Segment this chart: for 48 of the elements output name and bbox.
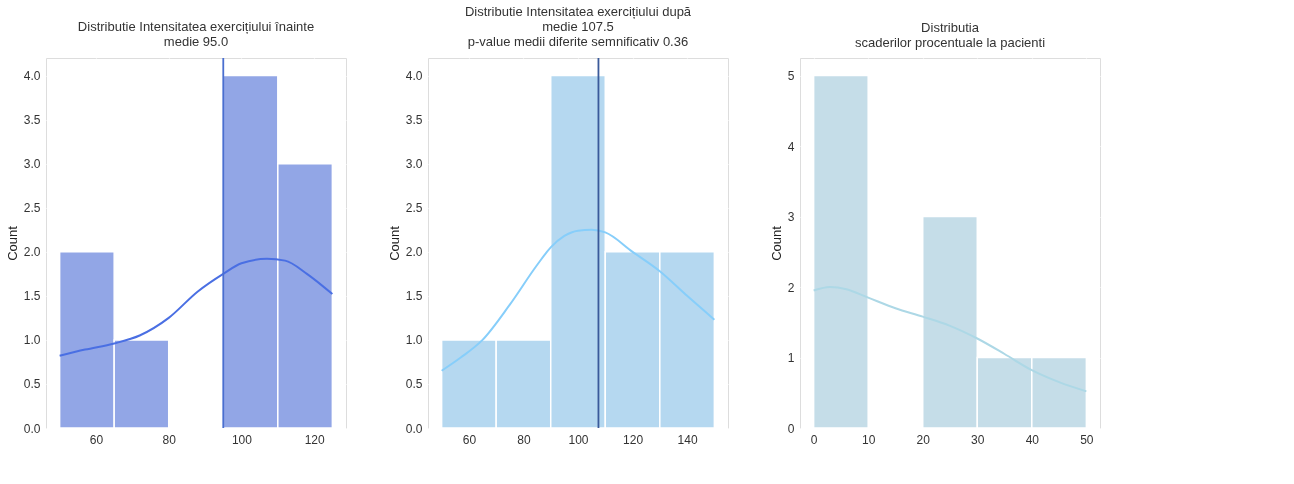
x-tick-label: 80 xyxy=(517,432,531,447)
y-axis-title: Count xyxy=(4,225,20,261)
line-series xyxy=(58,257,334,357)
y-tick-label: 4.0 xyxy=(23,69,41,84)
y-tick-label: 2.0 xyxy=(405,245,423,260)
chart-title: Distributie Intensitatea exercițiului după medie 107.5 p-value medii diferite semnificativ 0.36 xyxy=(464,4,692,50)
y-tick-label: 2.5 xyxy=(405,201,423,216)
y-tick-label: 2.0 xyxy=(23,245,41,260)
chart-title: Distributia scaderilor procentuale la pacienti xyxy=(854,20,1046,50)
y-tick-label: 5 xyxy=(787,69,795,84)
y-tick-label: 3.5 xyxy=(405,113,423,128)
x-tick-label: 40 xyxy=(1025,432,1040,447)
y-tick-label: 0 xyxy=(787,421,795,436)
chart-title: Distributie Intensitatea exercițiului înainte medie 95.0 xyxy=(77,19,315,50)
y-tick-label: 1.5 xyxy=(405,289,423,304)
y-tick-label: 3 xyxy=(787,210,795,225)
x-tick-label: 140 xyxy=(677,432,698,447)
line-series xyxy=(812,286,1088,393)
x-tick-label: 0 xyxy=(810,432,818,447)
y-tick-label: 2.5 xyxy=(23,201,41,216)
y-tick-label: 3.0 xyxy=(23,157,41,172)
y-tick-label: 1 xyxy=(787,351,795,366)
y-tick-label: 1.0 xyxy=(405,333,423,348)
y-axis-title: Count xyxy=(386,225,402,261)
x-tick-label: 100 xyxy=(231,432,253,447)
x-tick-label: 60 xyxy=(89,432,104,447)
x-tick-label: 100 xyxy=(568,432,589,447)
x-tick-label: 20 xyxy=(916,432,931,447)
y-tick-label: 0.5 xyxy=(405,377,423,392)
y-tick-label: 2 xyxy=(787,280,795,295)
y-tick-label: 3.5 xyxy=(23,113,41,128)
y-tick-label: 4 xyxy=(787,139,795,154)
x-tick-label: 120 xyxy=(304,432,326,447)
y-axis-title: Count xyxy=(768,225,784,261)
x-tick-label: 10 xyxy=(862,432,876,447)
x-tick-label: 120 xyxy=(623,432,644,447)
y-tick-label: 3.0 xyxy=(405,157,423,172)
y-tick-label: 1.0 xyxy=(23,333,41,348)
y-tick-label: 4.0 xyxy=(405,69,423,84)
x-tick-label: 60 xyxy=(462,432,477,447)
x-tick-label: 30 xyxy=(971,432,985,447)
y-tick-label: 0.0 xyxy=(405,421,423,436)
line-series xyxy=(440,228,716,372)
y-tick-label: 1.5 xyxy=(23,289,41,304)
y-tick-label: 0.0 xyxy=(23,421,41,436)
y-tick-label: 0.5 xyxy=(23,377,41,392)
x-tick-label: 80 xyxy=(162,432,177,447)
x-tick-label: 50 xyxy=(1080,432,1094,447)
